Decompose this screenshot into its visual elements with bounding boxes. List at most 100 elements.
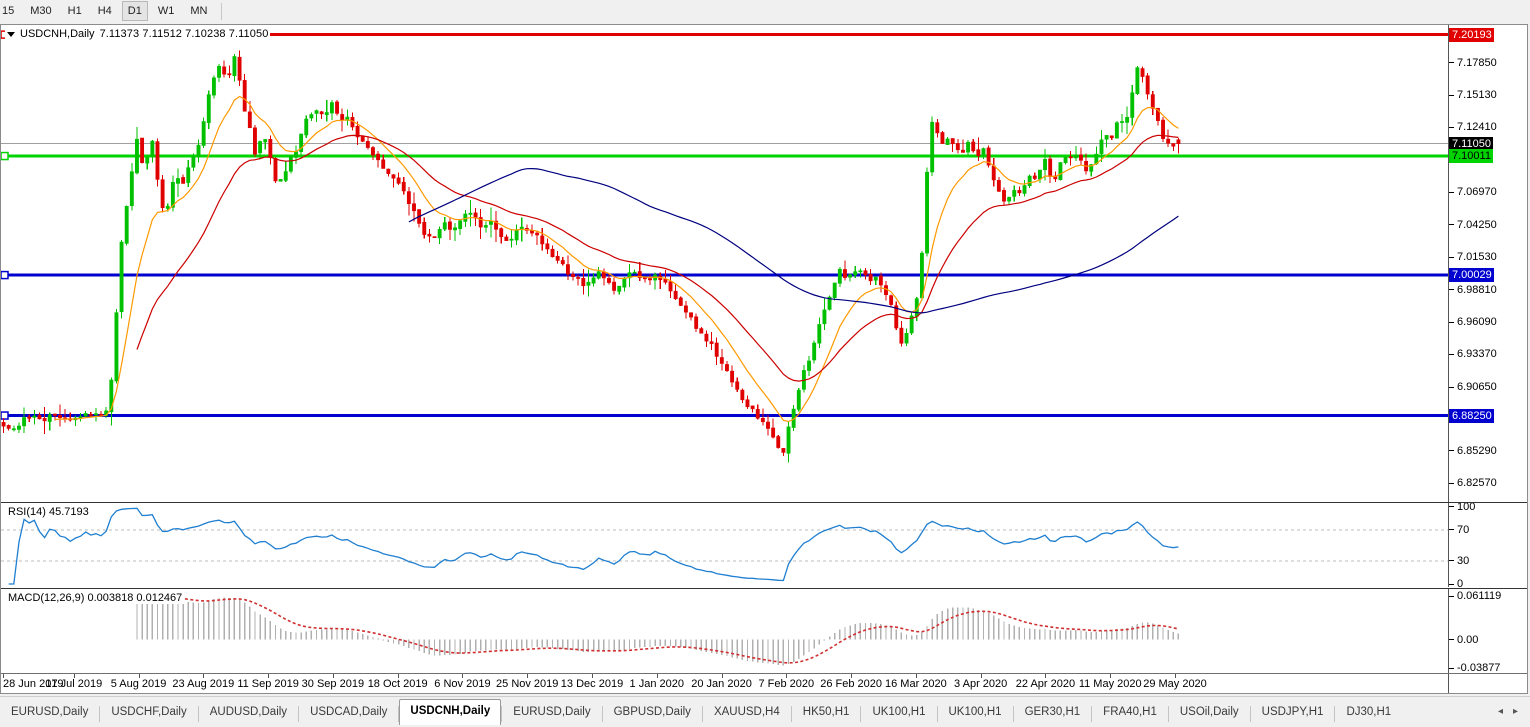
price-tick: 7.15130 bbox=[1449, 89, 1497, 101]
time-axis-tick bbox=[915, 674, 917, 678]
price-tick: 6.96090 bbox=[1449, 316, 1497, 328]
time-axis-tick bbox=[138, 674, 140, 678]
time-axis-tick bbox=[3, 674, 4, 678]
tab-divider bbox=[701, 706, 703, 722]
macd-tick: 0.00 bbox=[1449, 634, 1478, 646]
chart-tab-gbpusd-daily[interactable]: GBPUSD,Daily bbox=[613, 706, 691, 718]
tab-divider bbox=[936, 706, 938, 722]
timeframe-button-h1[interactable]: H1 bbox=[67, 5, 82, 17]
price-tick: 7.17850 bbox=[1449, 57, 1497, 69]
price-level-badges: 7.20193 7.11050 7.10011 7.00029 6.88250 bbox=[1449, 25, 1527, 502]
timeframe-button-m30[interactable]: M30 bbox=[30, 5, 52, 17]
tab-divider bbox=[1012, 706, 1014, 722]
chart-symbol-header: USDCNH,Daily 7.11373 7.11512 7.10238 7.1… bbox=[5, 28, 271, 40]
tab-divider bbox=[501, 706, 503, 722]
chart-tab-eurusd-daily[interactable]: EURUSD,Daily bbox=[11, 706, 89, 718]
chart-tab-audusd-daily[interactable]: AUDUSD,Daily bbox=[209, 706, 288, 718]
macd-pane[interactable]: MACD(12,26,9) 0.003818 0.012467 0.061119… bbox=[1, 588, 1527, 673]
time-axis-label: 5 Aug 2019 bbox=[110, 678, 167, 690]
time-axis-tick bbox=[980, 674, 982, 678]
time-axis-label: 25 Nov 2019 bbox=[496, 678, 559, 690]
time-axis-tick bbox=[592, 674, 593, 678]
tab-divider bbox=[197, 706, 199, 722]
tab-divider bbox=[601, 706, 603, 722]
time-axis-tick bbox=[527, 674, 529, 678]
time-axis-label: 11 Sep 2019 bbox=[237, 678, 299, 690]
horizontal-level-lines bbox=[1, 30, 1448, 420]
tab-divider bbox=[790, 706, 792, 722]
ma-fast-line bbox=[54, 95, 1179, 423]
price-tick: 6.90650 bbox=[1449, 381, 1497, 393]
chart-tab-usdchf-daily[interactable]: USDCHF,Daily bbox=[111, 706, 187, 718]
candlestick-series bbox=[1, 50, 1181, 463]
chart-tab-ger30-h1[interactable]: GER30,H1 bbox=[1024, 706, 1081, 718]
price-scale-divider bbox=[1448, 25, 1449, 502]
macd-chart-canvas bbox=[136, 592, 1180, 666]
ma-slow-line bbox=[408, 167, 1179, 314]
time-axis-label: 28 Jun 2019 bbox=[3, 678, 64, 690]
chart-tab-xauusd-h4[interactable]: XAUUSD,H4 bbox=[713, 706, 780, 718]
macd-tick: 0.061119 bbox=[1449, 590, 1501, 602]
macd-scale: 0.061119 0.00 -0.03877 bbox=[1449, 589, 1527, 673]
timeframe-button-w1[interactable]: W1 bbox=[157, 5, 175, 17]
tab-divider bbox=[1249, 706, 1251, 722]
time-axis-label: 1 Jan 2020 bbox=[629, 678, 684, 690]
price-tick: 6.82570 bbox=[1449, 477, 1497, 489]
chart-tab-hk50-h1[interactable]: HK50,H1 bbox=[802, 706, 850, 718]
tab-scroll-right-icon[interactable]: ▸ bbox=[1512, 706, 1518, 717]
chart-tab-usdcnh-daily[interactable]: USDCNH,Daily bbox=[399, 699, 502, 725]
price-tick: 6.93370 bbox=[1449, 348, 1497, 360]
timeframe-button-h4[interactable]: H4 bbox=[97, 5, 112, 17]
time-axis-tick bbox=[1175, 674, 1176, 678]
price-tick: 6.98810 bbox=[1449, 284, 1497, 296]
macd-tick: -0.03877 bbox=[1449, 662, 1500, 673]
timeframe-button-m15[interactable]: 15 bbox=[2, 5, 15, 17]
price-pane[interactable]: USDCNH,Daily 7.11373 7.11512 7.10238 7.1… bbox=[1, 25, 1527, 502]
time-axis-label: 26 Feb 2020 bbox=[820, 678, 882, 690]
chart-symbol-label: USDCNH,Daily bbox=[20, 28, 95, 40]
time-axis-tick bbox=[203, 674, 205, 678]
time-axis-label: 16 Mar 2020 bbox=[884, 678, 947, 690]
chart-tab-usoil-daily[interactable]: USOil,Daily bbox=[1179, 706, 1239, 718]
chart-ohlc-values: 7.11373 7.11512 7.10238 7.11050 bbox=[99, 28, 269, 40]
time-axis-tick bbox=[73, 674, 75, 678]
time-axis-tick bbox=[786, 674, 788, 678]
timeframe-button-d1[interactable]: D1 bbox=[121, 1, 148, 21]
time-axis-label: 29 May 2020 bbox=[1143, 678, 1207, 690]
time-axis-label: 3 Apr 2020 bbox=[954, 678, 1008, 690]
rsi-tick: 100 bbox=[1449, 503, 1475, 513]
chart-tab-uk100-h1[interactable]: UK100,H1 bbox=[872, 706, 926, 718]
time-axis-tick bbox=[721, 674, 723, 678]
time-axis-tick bbox=[462, 674, 464, 678]
time-axis-label: 18 Oct 2019 bbox=[367, 678, 428, 690]
macd-scale-divider bbox=[1448, 589, 1449, 673]
chart-tab-eurusd-daily[interactable]: EURUSD,Daily bbox=[513, 706, 591, 718]
macd-header-label: MACD(12,26,9) 0.003818 0.012467 bbox=[6, 592, 185, 604]
chart-tab-fra40-h1[interactable]: FRA40,H1 bbox=[1103, 706, 1157, 718]
price-scale[interactable]: 7.17850 7.15130 7.12410 7.06970 7.04250 7.015… bbox=[1449, 25, 1527, 502]
rsi-pane[interactable]: RSI(14) 45.7193 100 70 30 0 bbox=[1, 502, 1527, 587]
rsi-chart-canvas bbox=[1, 507, 1448, 585]
time-axis-tick bbox=[332, 674, 334, 678]
timeframe-button-mn[interactable]: MN bbox=[190, 5, 208, 17]
tab-divider bbox=[398, 706, 400, 722]
chart-tab-usdcad-daily[interactable]: USDCAD,Daily bbox=[310, 706, 388, 718]
rsi-tick: 0 bbox=[1449, 578, 1463, 587]
time-axis-tick bbox=[1110, 674, 1112, 678]
macd-histogram bbox=[136, 592, 1180, 666]
chart-tab-uk100-h1[interactable]: UK100,H1 bbox=[948, 706, 1002, 718]
chevron-down-icon[interactable] bbox=[7, 31, 15, 37]
price-tick: 7.06970 bbox=[1449, 186, 1497, 198]
tab-divider bbox=[1091, 706, 1093, 722]
rsi-tick: 70 bbox=[1449, 524, 1469, 536]
chart-tab-usdjpy-h1[interactable]: USDJPY,H1 bbox=[1261, 706, 1324, 718]
macd-signal-line bbox=[136, 596, 1179, 664]
chart-tab-dj30-h1[interactable]: DJ30,H1 bbox=[1346, 706, 1392, 718]
tab-scroll-left-icon[interactable]: ◂ bbox=[1497, 706, 1503, 717]
tab-scroll-arrows: ◂ ▸ bbox=[1498, 697, 1530, 717]
time-axis-label: 20 Jan 2020 bbox=[691, 678, 752, 690]
time-axis-tick bbox=[268, 674, 270, 678]
time-axis-label: 22 Apr 2020 bbox=[1015, 678, 1076, 690]
time-axis-label: 23 Aug 2019 bbox=[172, 678, 235, 690]
